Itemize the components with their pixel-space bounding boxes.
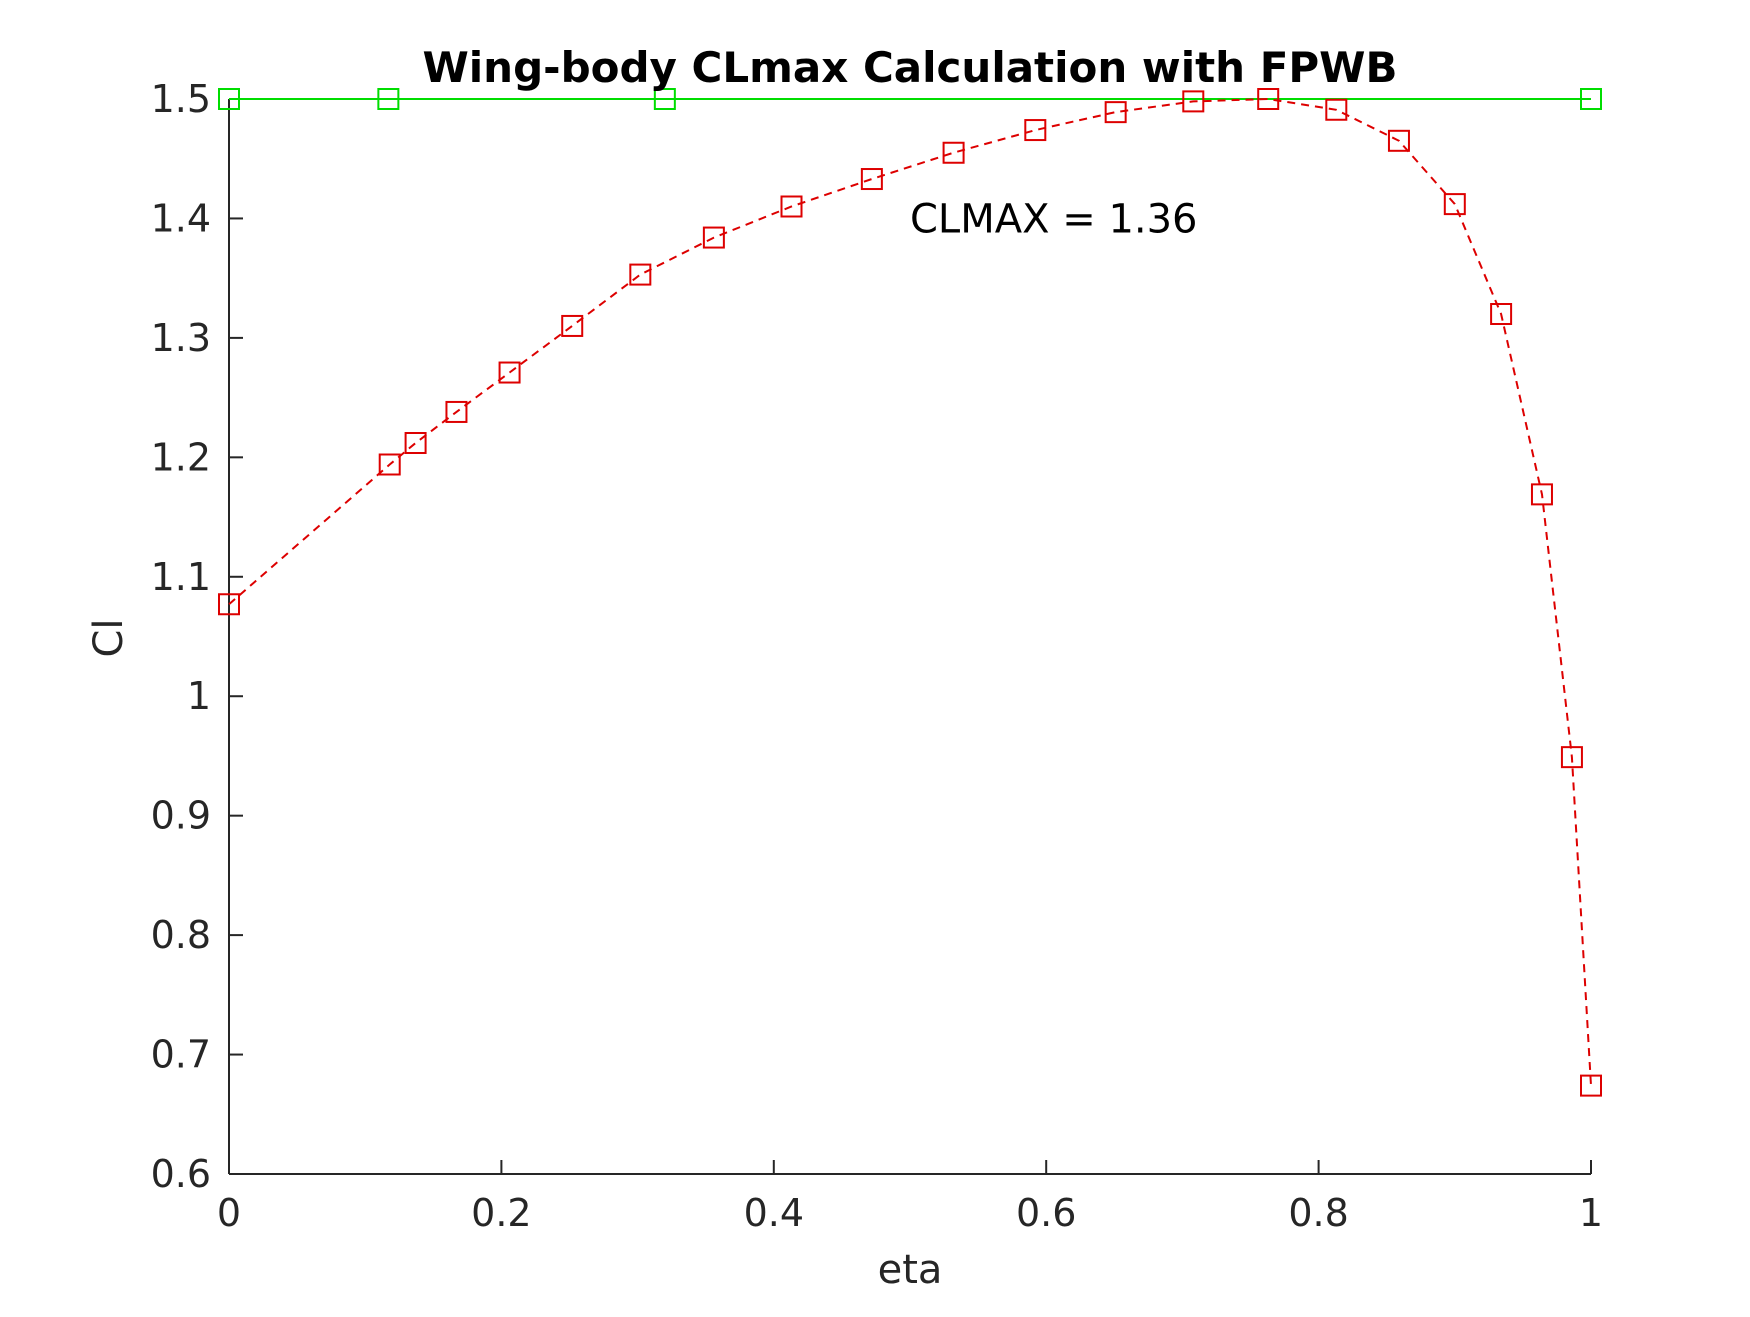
data-point-marker [561,314,584,337]
series-0 [218,88,1602,110]
x-tick-label: 1 [1579,1191,1603,1235]
chart-title: Wing-body CLmax Calculation with FPWB [422,43,1397,92]
y-tick-label: 0.6 [151,1152,211,1196]
series-1 [218,88,1602,1097]
x-axis-label: eta [878,1247,943,1293]
data-point-marker [1580,1074,1602,1097]
data-point-marker [1530,483,1553,506]
series-line [228,97,1592,1086]
data-point-marker [1490,303,1513,325]
data-point-marker [1443,193,1466,216]
data-point-marker [378,453,401,476]
series-layer [218,88,1602,1097]
data-point-marker [404,432,427,454]
x-tick-label: 0.4 [744,1191,804,1235]
data-point-marker [1257,88,1280,110]
x-tick-label: 0.6 [1016,1191,1076,1235]
data-point-marker [1325,98,1348,121]
data-point-marker [780,195,803,218]
data-point-marker [377,88,400,110]
data-point-marker [445,400,468,423]
data-point-marker [1560,746,1583,769]
data-point-marker [860,168,883,191]
data-point-marker [1387,129,1410,152]
data-point-marker [629,263,652,286]
y-tick-label: 1.3 [151,316,211,360]
data-point-marker [218,88,240,110]
data-point-marker [702,226,725,249]
y-tick-label: 1 [187,674,211,718]
x-tick-label: 0.2 [471,1191,531,1235]
clmax-annotation: CLMAX = 1.36 [910,196,1198,242]
y-tick-label: 1.1 [151,555,211,599]
x-tick-label: 0 [217,1191,241,1235]
y-tick-label: 1.2 [151,435,211,479]
data-point-marker [498,361,521,384]
data-point-marker [1580,88,1602,110]
data-point-marker [653,88,676,110]
data-point-marker [1024,119,1047,142]
y-tick-label: 1.5 [151,77,211,121]
data-point-marker [1104,101,1127,124]
y-axis-label: Cl [86,618,132,657]
data-point-marker [1182,90,1205,113]
y-tick-label: 1.4 [151,196,211,240]
y-tick-label: 0.8 [151,913,211,957]
data-point-marker [942,141,965,164]
y-tick-label: 0.7 [151,1033,211,1077]
data-point-marker [218,593,240,616]
y-tick-label: 0.9 [151,794,211,838]
axes-layer: 0 0.2 0.4 0.6 0.8 1 0.6 0.7 0.8 0.9 1 1.1 1.2 1.3 1.4 1… [151,77,1604,1235]
x-tick-label: 0.8 [1288,1191,1348,1235]
